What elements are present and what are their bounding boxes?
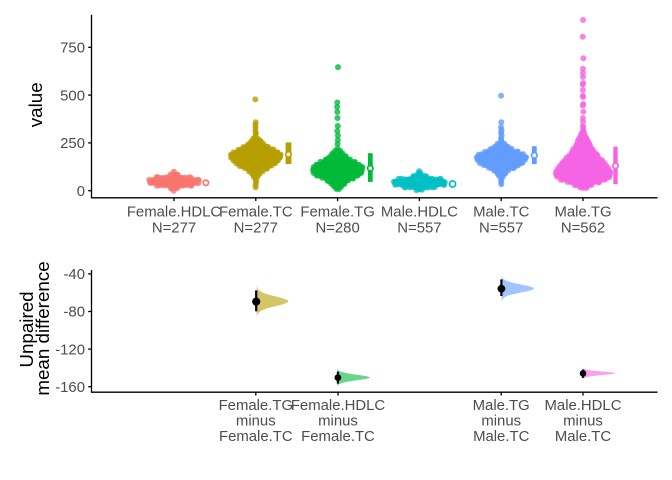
svg-text:-120: -120	[55, 342, 85, 358]
svg-text:Male.TC: Male.TC	[473, 205, 530, 221]
svg-text:Female.HDLC: Female.HDLC	[291, 398, 386, 414]
svg-text:N=277: N=277	[152, 221, 196, 237]
svg-text:N=277: N=277	[234, 221, 278, 237]
svg-text:Male.TC: Male.TC	[473, 429, 530, 445]
svg-text:Male.TG: Male.TG	[554, 205, 611, 221]
svg-text:N=562: N=562	[561, 221, 605, 237]
svg-text:mean difference: mean difference	[32, 261, 53, 395]
svg-text:-80: -80	[63, 305, 85, 321]
svg-text:500: 500	[60, 88, 85, 104]
svg-text:Male.HDLC: Male.HDLC	[381, 205, 458, 221]
svg-text:value: value	[25, 82, 46, 127]
svg-text:250: 250	[60, 136, 85, 152]
svg-text:-40: -40	[63, 267, 85, 283]
svg-text:N=557: N=557	[397, 221, 441, 237]
svg-text:750: 750	[60, 41, 85, 57]
svg-text:0: 0	[77, 184, 85, 200]
svg-text:-160: -160	[55, 380, 85, 396]
svg-text:Female.TC: Female.TC	[219, 429, 293, 445]
svg-text:Female.TG: Female.TG	[219, 398, 293, 414]
svg-text:Female.TG: Female.TG	[300, 205, 374, 221]
svg-text:Female.TC: Female.TC	[219, 205, 293, 221]
svg-text:minus: minus	[481, 414, 521, 430]
svg-text:Female.HDLC: Female.HDLC	[127, 205, 222, 221]
svg-text:Female.TC: Female.TC	[301, 429, 375, 445]
svg-text:Unpaired: Unpaired	[16, 291, 37, 367]
svg-text:minus: minus	[318, 414, 358, 430]
svg-text:minus: minus	[236, 414, 276, 430]
svg-text:Male.TC: Male.TC	[555, 429, 612, 445]
svg-text:Male.HDLC: Male.HDLC	[545, 398, 622, 414]
svg-text:N=280: N=280	[315, 221, 359, 237]
svg-text:N=557: N=557	[479, 221, 523, 237]
svg-text:minus: minus	[563, 414, 603, 430]
svg-text:Male.TG: Male.TG	[473, 398, 530, 414]
